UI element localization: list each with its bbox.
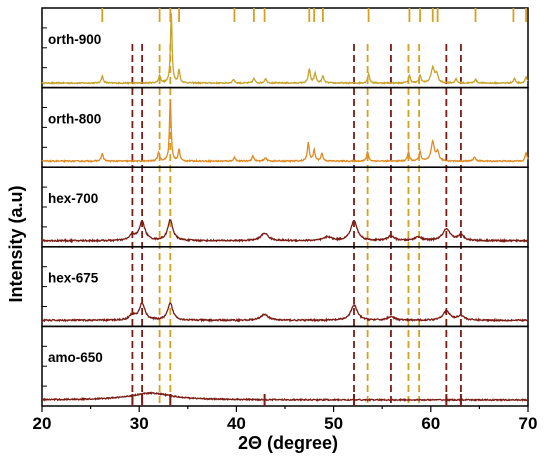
panel-frame-amo-650: [41, 325, 529, 407]
spectrum-amo-650: [41, 391, 529, 403]
x-tick-label-0: 20: [33, 414, 52, 433]
panel-label-hex-675: hex-675: [48, 271, 99, 286]
panel-label-orth-800: orth-800: [48, 111, 101, 126]
panel-frame-hex-675: [41, 246, 529, 328]
panel-amo-650: amo-650: [41, 325, 529, 407]
x-axis-title: 2Θ (degree): [238, 433, 338, 453]
spectrum-hex-700: [41, 218, 529, 244]
panel-label-hex-700: hex-700: [48, 191, 98, 206]
panels: orth-900 orth-800 hex-700 hex-675 amo-650: [41, 7, 529, 407]
x-tick-label-5: 70: [519, 414, 538, 433]
x-tick-label-3: 50: [324, 414, 343, 433]
x-tick-label-1: 30: [130, 414, 149, 433]
axis-ticks: 20 30 40 50 60 70: [33, 8, 538, 433]
panel-orth-900: orth-900: [41, 7, 529, 89]
x-tick-label-4: 60: [421, 414, 440, 433]
panel-frame-orth-900: [41, 7, 529, 89]
panel-frame-hex-700: [41, 166, 529, 248]
panel-hex-675: hex-675: [41, 246, 529, 328]
x-tick-label-2: 40: [227, 414, 246, 433]
y-axis-title: Intensity (a.u): [6, 185, 26, 302]
panel-frame-orth-800: [41, 86, 529, 168]
panel-label-amo-650: amo-650: [48, 350, 103, 365]
panel-orth-800: orth-800: [41, 86, 529, 168]
panel-label-orth-900: orth-900: [48, 32, 101, 47]
spectrum-hex-675: [41, 302, 529, 323]
reference-dashed-lines: [131, 44, 462, 406]
spectrum-orth-800: [41, 99, 529, 164]
panel-hex-700: hex-700: [41, 166, 529, 248]
spectrum-orth-900: [41, 13, 529, 86]
